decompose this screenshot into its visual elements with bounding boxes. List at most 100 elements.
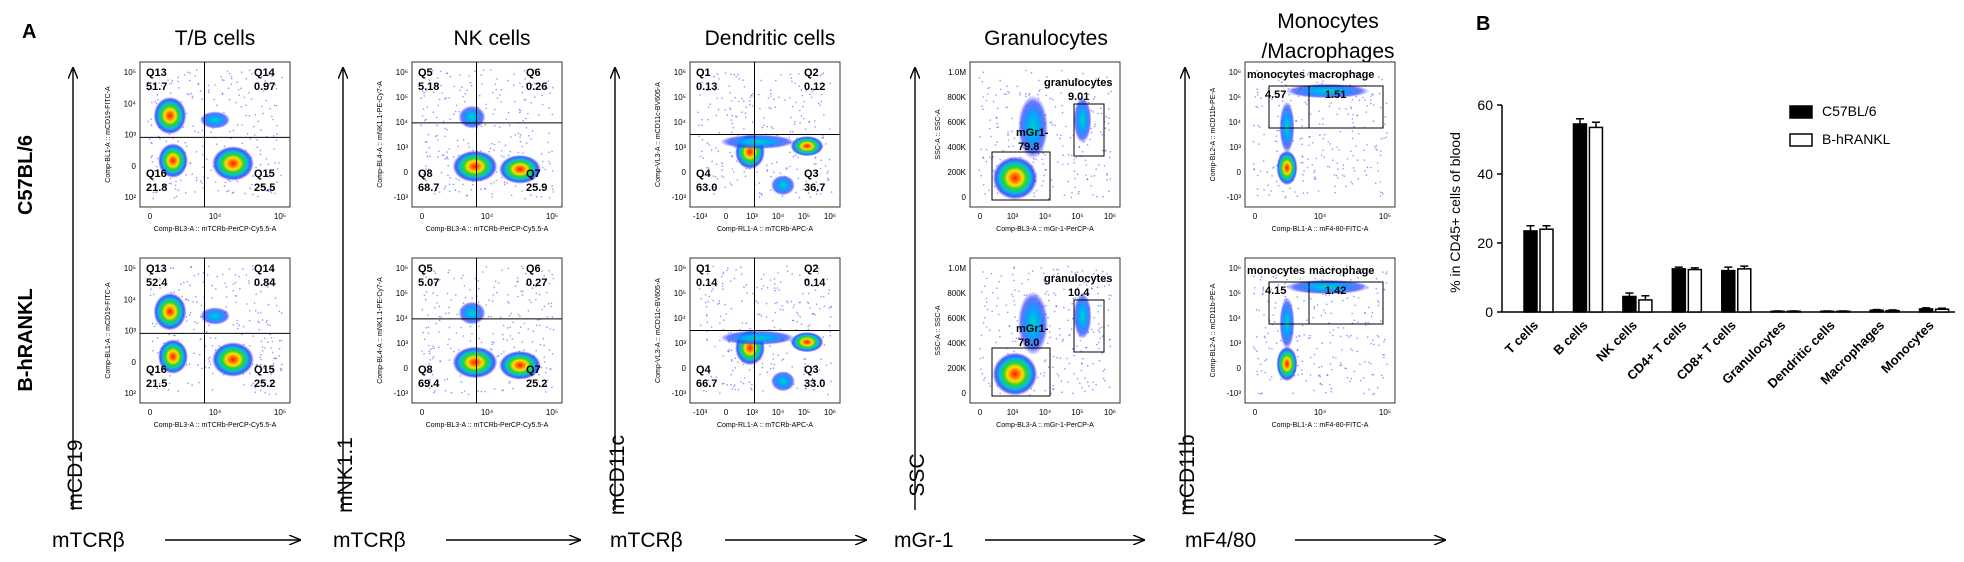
column-title-nk: NK cells xyxy=(453,27,530,50)
quadrant-name: Q16 xyxy=(146,364,167,376)
y-tick-label: 0 xyxy=(1237,168,1242,177)
x-marker-label-gran: mGr-1 xyxy=(894,529,954,552)
quadrant-percent: 0.14 xyxy=(804,277,826,289)
x-tick-label: 10³ xyxy=(1007,408,1019,417)
y-tick-label: -10³ xyxy=(672,389,687,398)
y-tick-label: 10⁵ xyxy=(674,93,686,102)
y-tick-label: 400K xyxy=(947,339,966,348)
y-tick-label: 10⁴ xyxy=(396,118,409,127)
gate-percent: 10.4 xyxy=(1068,287,1090,299)
flow-plot-tb-c57bl6: Q13 51.7 Q14 0.97 Q16 21.8 Q15 25.5 10⁵ 10⁴ 10³ 0 10… xyxy=(105,61,291,233)
x-tick-label: 0 xyxy=(724,212,729,221)
x-tick-label: 10⁵ xyxy=(274,408,286,417)
plot-frame xyxy=(139,257,291,404)
y-marker-label-nk: mNK1.1 xyxy=(334,437,357,513)
x-marker-label-tb: mTCRβ xyxy=(52,529,125,552)
y-tick-label: 1.0M xyxy=(948,68,966,77)
bar-c57bl6 xyxy=(1572,123,1588,313)
column-title-mono-line1: Monocytes xyxy=(1277,10,1379,33)
gate-mgr1-negative xyxy=(991,347,1051,397)
x-tick-label: 10⁵ xyxy=(798,408,810,417)
population-density xyxy=(200,111,230,129)
quadrant-name: Q14 xyxy=(254,67,276,79)
flow-plot-dc-bhrankl: Q1 0.14 Q2 0.14 Q4 66.7 Q3 33.0 10⁶ 10⁵ 10⁴ 10³ 0 -10… xyxy=(655,257,841,429)
category-label: B cells xyxy=(1550,318,1590,358)
y-parameter-label: Comp-VL3-A :: mCD11c-BV605-A xyxy=(655,82,662,187)
gate-percent: 78.0 xyxy=(1018,337,1039,349)
x-parameter-label: Comp-BL3-A :: mGr-1-PerCP-A xyxy=(996,226,1094,233)
y-tick-label: 10⁵ xyxy=(124,264,136,273)
y-tick-label: 10⁵ xyxy=(674,289,686,298)
population-density xyxy=(452,150,498,183)
y-parameter-label: Comp-BL2-A :: mCD11b-PE-A xyxy=(1210,87,1217,181)
y-parameter-label: Comp-BL2-A :: mCD11b-PE-A xyxy=(1210,283,1217,377)
bar-bhrankl xyxy=(1934,308,1950,313)
gate-percent: 1.51 xyxy=(1325,89,1346,101)
gate-percent: 79.8 xyxy=(1018,141,1039,153)
gate-mgr1-negative xyxy=(991,151,1051,201)
y-tick-label: 0 xyxy=(962,193,967,202)
population-density xyxy=(158,339,188,374)
bar-bhrankl xyxy=(1737,268,1752,313)
y-tick-label: -10³ xyxy=(672,193,687,202)
y-tick-label: 0 xyxy=(404,364,409,373)
gate-macrophage xyxy=(1308,85,1384,129)
legend-swatch xyxy=(1789,105,1813,119)
x-tick-label: 10⁴ xyxy=(481,212,494,221)
row-label-c57bl6: C57BL/6 xyxy=(15,135,37,215)
y-tick-label: 10⁴ xyxy=(674,314,687,323)
gate-percent: 9.01 xyxy=(1068,91,1089,103)
gate-name: granulocytes xyxy=(1044,77,1112,89)
x-tick-label: 10⁶ xyxy=(824,212,836,221)
y-tick-label: 10⁵ xyxy=(396,93,408,102)
x-tick-label: 10⁶ xyxy=(1104,408,1116,417)
population-density xyxy=(158,143,188,179)
y-tick-label: 10⁴ xyxy=(674,118,687,127)
y-tick-label: 10⁴ xyxy=(124,295,137,304)
quadrant-name: Q13 xyxy=(146,67,167,79)
x-tick-label: 0 xyxy=(148,212,153,221)
quadrant-percent: 0.97 xyxy=(254,81,275,93)
population-density xyxy=(212,146,254,181)
population-density xyxy=(499,350,541,380)
y-marker-label-dc: mCD11c xyxy=(606,435,629,515)
population-density xyxy=(992,156,1038,200)
x-tick-label: 10⁵ xyxy=(1071,408,1083,417)
quadrant-name: Q1 xyxy=(696,67,711,79)
quadrant-name: Q15 xyxy=(254,364,275,376)
quadrant-name: Q6 xyxy=(526,67,541,79)
quadrant-name: Q3 xyxy=(804,364,819,376)
y-tick-label: 10⁴ xyxy=(396,314,409,323)
gate-percent: 4.15 xyxy=(1265,285,1286,297)
y-parameter-label: Comp-BL1-A :: mCD19-FITC-A xyxy=(105,282,112,379)
population-density xyxy=(1285,279,1370,295)
flow-plot-tb-bhrankl: Q13 52.4 Q14 0.84 Q16 21.5 Q15 25.2 10⁵ 10⁴ 10³ 0 10… xyxy=(105,257,291,429)
flow-plot-gran-bhrankl: granulocytes 10.4 mGr1- 78.0 1.0M 800K 600K 400… xyxy=(935,257,1121,429)
y-tick-label: 10³ xyxy=(674,143,686,152)
population-density xyxy=(452,346,498,379)
legend-label: C57BL/6 xyxy=(1822,103,1877,119)
x-tick-label: 0 xyxy=(1253,408,1258,417)
row-label-bhrankl: B-hRANKL xyxy=(15,288,37,391)
y-tick-label: 400K xyxy=(947,143,966,152)
flow-plot-nk-c57bl6: Q5 5.18 Q6 0.26 Q8 68.7 Q7 25.9 10⁶ 10⁵ 10⁴ 10³ 0 -10… xyxy=(377,61,563,233)
quadrant-percent: 0.13 xyxy=(696,81,717,93)
plot-frame xyxy=(139,61,291,208)
quadrant-name: Q5 xyxy=(418,67,433,79)
y-parameter-label: Comp-BL1-A :: mCD19-FITC-A xyxy=(105,86,112,183)
y-tick-label: 0 xyxy=(132,358,137,367)
population-density xyxy=(1018,95,1048,160)
panel-b-letter: B xyxy=(1476,13,1490,35)
y-tick-label: 10⁵ xyxy=(396,289,408,298)
y-tick-label: 800K xyxy=(947,93,966,102)
x-tick-label: 10⁴ xyxy=(209,212,222,221)
population-density xyxy=(790,331,824,353)
event-dots xyxy=(697,265,833,396)
bar-c57bl6 xyxy=(1622,295,1637,313)
flow-cytometry-plots: Q13 51.7 Q14 0.97 Q16 21.8 Q15 25.5 10⁵ 10⁴ 10³ 0 10… xyxy=(105,61,1396,429)
y-tick-label: 10⁵ xyxy=(1229,289,1241,298)
y-tick-label: -10³ xyxy=(1227,389,1242,398)
flow-plot-nk-bhrankl: Q5 5.07 Q6 0.27 Q8 69.4 Q7 25.2 10⁶ 10⁵ 10⁴ 10³ 0 -10… xyxy=(377,257,563,429)
quadrant-percent: 66.7 xyxy=(696,378,717,390)
